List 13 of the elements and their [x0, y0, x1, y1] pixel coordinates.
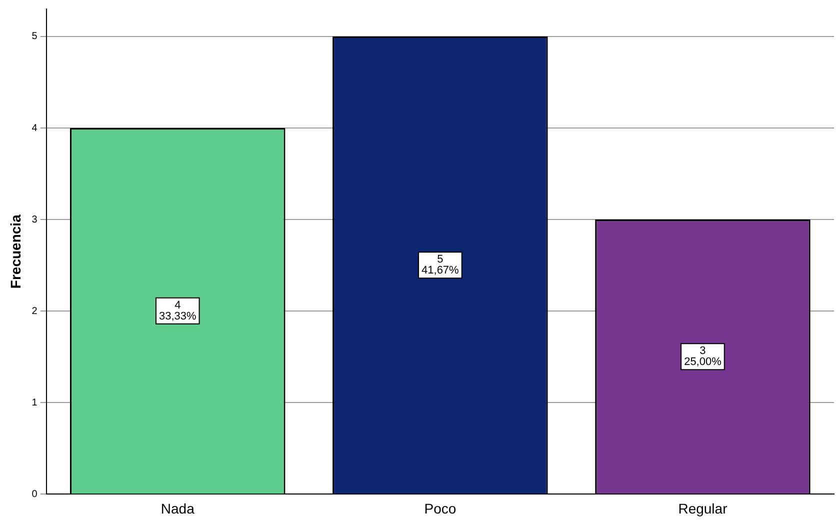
y-tick-label: 4	[32, 122, 38, 134]
y-tick-label: 2	[32, 306, 38, 317]
y-tick-label: 3	[32, 214, 38, 226]
x-tick-label: Regular	[678, 500, 728, 516]
data-label: 3 25,00%	[684, 345, 722, 368]
data-label: 5 41,67%	[422, 254, 460, 277]
y-axis-title: Frecuencia	[7, 214, 24, 289]
y-tick-label: 5	[32, 31, 38, 42]
data-label: 4 33,33%	[158, 299, 197, 322]
x-tick-label: Nada	[160, 500, 195, 516]
y-tick-label: 0	[32, 488, 38, 500]
y-tick-label: 1	[32, 397, 38, 408]
x-tick-label: Poco	[424, 500, 456, 516]
